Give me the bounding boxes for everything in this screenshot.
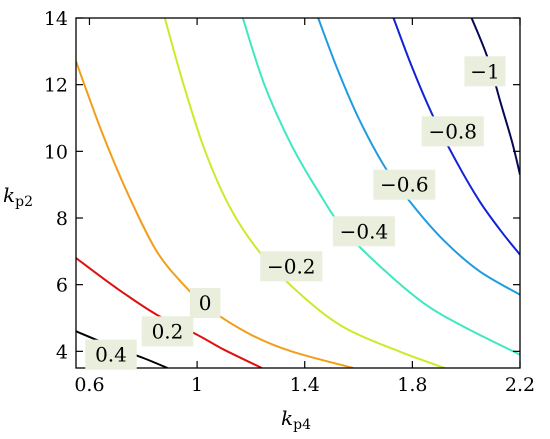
contour-label-box xyxy=(373,169,436,200)
contour-label-box xyxy=(189,288,221,318)
contour-label: 0 xyxy=(189,288,221,318)
contour-label: −0.6 xyxy=(373,169,436,200)
contour-label-text: 0 xyxy=(199,291,212,315)
contour-label-text: −0.2 xyxy=(267,254,316,278)
y-axis-label: kp2 xyxy=(3,183,33,210)
y-tick-label: 4 xyxy=(56,341,68,363)
x-tick-label: 0.6 xyxy=(74,374,104,396)
contour-line xyxy=(392,18,520,256)
contour-label-text: −1 xyxy=(470,59,499,83)
y-tick-label: 6 xyxy=(56,275,68,297)
x-tick-label: 2.2 xyxy=(505,374,535,396)
contour-line xyxy=(470,18,520,175)
axis-ticks: 0.6 1 1.4 1.8 2.2 4 6 8 10 12 14 xyxy=(44,8,535,396)
contour-label-box xyxy=(260,251,323,282)
plot-frame xyxy=(75,17,521,369)
contour-label-text: 0.2 xyxy=(152,319,184,343)
y-tick-label: 14 xyxy=(44,8,68,30)
x-tick-label: 1 xyxy=(191,374,203,396)
contour-label: 0.4 xyxy=(85,339,137,370)
contour-label-text: −0.8 xyxy=(428,119,477,143)
x-tick-label: 1.4 xyxy=(290,374,320,396)
contour-lines xyxy=(76,18,520,368)
contour-label-box xyxy=(85,339,137,370)
contour-labels: 0.4 0.2 0 −0.2 −0.4 −0.6 −0.8 −1 xyxy=(85,56,506,370)
contour-label: −1 xyxy=(464,56,506,87)
contour-label: −0.8 xyxy=(421,116,484,147)
contour-line xyxy=(76,60,354,368)
contour-label-text: 0.4 xyxy=(95,343,127,367)
contour-label-box xyxy=(464,56,506,87)
contour-label: −0.4 xyxy=(332,216,395,247)
contour-label-box xyxy=(141,316,194,347)
contour-label-box xyxy=(332,216,395,247)
y-tick-label: 12 xyxy=(44,75,68,97)
contour-label: −0.2 xyxy=(260,251,323,282)
y-tick-label: 10 xyxy=(44,141,68,163)
y-tick-label: 8 xyxy=(56,208,68,230)
contour-label-text: −0.6 xyxy=(380,173,429,197)
contour-label: 0.2 xyxy=(141,316,194,347)
contour-label-text: −0.4 xyxy=(340,219,389,243)
contour-label-box xyxy=(421,116,484,147)
x-tick-label: 1.8 xyxy=(397,374,427,396)
x-axis-label: kp4 xyxy=(281,406,311,433)
